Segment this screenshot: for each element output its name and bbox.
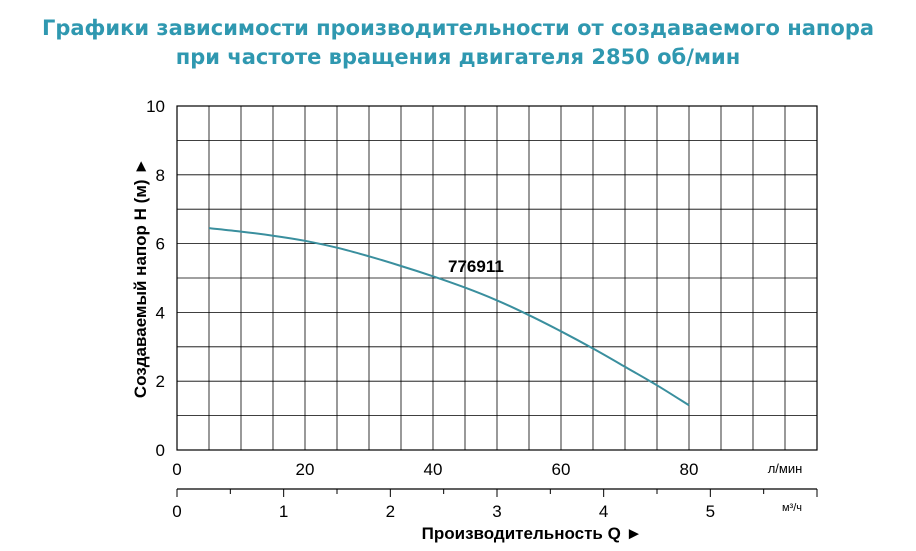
x-tick-label: 20 — [296, 460, 315, 479]
plot-frame — [176, 105, 818, 451]
x-tick-label: 0 — [172, 460, 181, 479]
y-tick-label: 6 — [156, 235, 165, 254]
x2-unit-label: м³/ч — [782, 502, 802, 514]
x-tick-labels: 0 20 40 60 80 — [172, 460, 698, 479]
x-tick-label: 60 — [552, 460, 571, 479]
series-line-776911 — [208, 227, 690, 407]
chart-title: Графики зависимости производительности о… — [0, 14, 916, 72]
x-axis-label: Производительность Q ► — [422, 524, 643, 543]
x2-tick-label: 2 — [386, 502, 395, 521]
y-tick-label: 0 — [156, 441, 165, 460]
plot-border — [176, 105, 818, 451]
series-label: 776911 — [448, 257, 504, 276]
y-tick-labels: 0 2 4 6 8 10 — [146, 97, 165, 460]
chart-title-line-2: при частоте вращения двигателя 2850 об/м… — [175, 45, 741, 69]
y-tick-label: 8 — [156, 166, 165, 185]
y-tick-label: 2 — [156, 372, 165, 391]
x2-tick-label: 1 — [279, 502, 288, 521]
chart-title-line-1: Графики зависимости производительности о… — [41, 16, 875, 40]
x-tick-label: 80 — [680, 460, 699, 479]
x-unit-label: л/мин — [768, 461, 803, 476]
x2-tick-label: 5 — [706, 502, 715, 521]
x2-tick-label: 0 — [172, 502, 181, 521]
x2-tick-label: 4 — [599, 502, 608, 521]
x-tick-label: 40 — [424, 460, 443, 479]
x2-tick-label: 3 — [492, 502, 501, 521]
y-tick-label: 10 — [146, 97, 165, 116]
y-axis-label: Создаваемый напор H (м) ► — [131, 158, 150, 398]
chart-grid — [177, 106, 817, 450]
series-layer: 776911 — [208, 227, 690, 407]
y-tick-label: 4 — [156, 303, 165, 322]
secondary-x-axis: 0 1 2 3 4 5 — [172, 488, 818, 521]
